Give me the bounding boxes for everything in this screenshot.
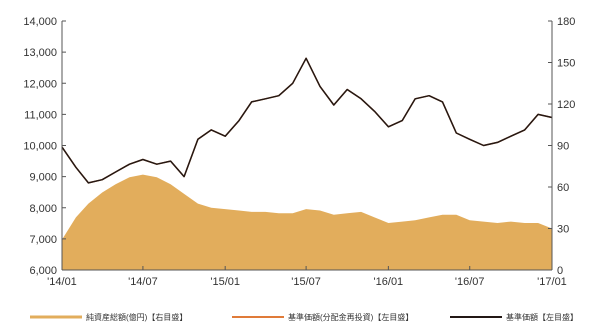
- legend-label-distribution: 基準価額(分配金再投資)【左目盛】: [288, 312, 413, 322]
- left-tick-label: 12,000: [23, 78, 57, 90]
- series-area-net-assets: [62, 174, 552, 270]
- right-tick-label: 150: [557, 58, 575, 70]
- area-layer: [62, 174, 552, 270]
- x-tick-label: '17/01: [537, 276, 567, 288]
- legend-label-nav: 基準価額【左目盛】: [506, 312, 578, 322]
- x-tick-label: '14/01: [47, 276, 77, 288]
- left-tick-label: 6,000: [29, 265, 57, 277]
- legend: 純資産総額(億円)【右目盛】 基準価額(分配金再投資)【左目盛】 基準価額【左目…: [30, 312, 578, 322]
- right-tick-label: 60: [557, 182, 569, 194]
- left-tick-label: 7,000: [29, 234, 57, 246]
- right-tick-label: 180: [557, 16, 575, 28]
- right-tick-label: 90: [557, 141, 569, 153]
- right-tick-label: 120: [557, 99, 575, 111]
- x-axis-ticks: '14/01 '14/07 '15/01 '15/07 '16/01 '16/07 '17/…: [47, 266, 567, 288]
- left-tick-label: 8,000: [29, 203, 57, 215]
- right-tick-label: 30: [557, 224, 569, 236]
- series-line-nav: [61, 57, 553, 184]
- left-tick-label: 11,000: [24, 109, 57, 121]
- left-tick-label: 14,000: [23, 16, 57, 28]
- left-axis-ticks: 6,000 7,000 8,000 9,000 10,000 11,000 12,000 13…: [23, 16, 66, 277]
- x-tick-label: '14/07: [128, 276, 158, 288]
- series-line-distribution-reinvested: [61, 57, 553, 184]
- left-tick-label: 13,000: [23, 47, 57, 59]
- left-tick-label: 9,000: [29, 172, 57, 184]
- x-tick-label: '16/01: [374, 276, 404, 288]
- left-tick-label: 10,000: [23, 141, 57, 153]
- x-tick-label: '15/07: [291, 276, 321, 288]
- x-tick-label: '15/01: [210, 276, 240, 288]
- right-tick-label: 0: [557, 265, 563, 277]
- line-layer: [61, 57, 553, 184]
- right-axis-ticks: 0 30 60 90 120 150 180: [548, 16, 575, 277]
- legend-label-area: 純資産総額(億円)【右目盛】: [86, 312, 187, 322]
- x-tick-label: '16/07: [455, 276, 485, 288]
